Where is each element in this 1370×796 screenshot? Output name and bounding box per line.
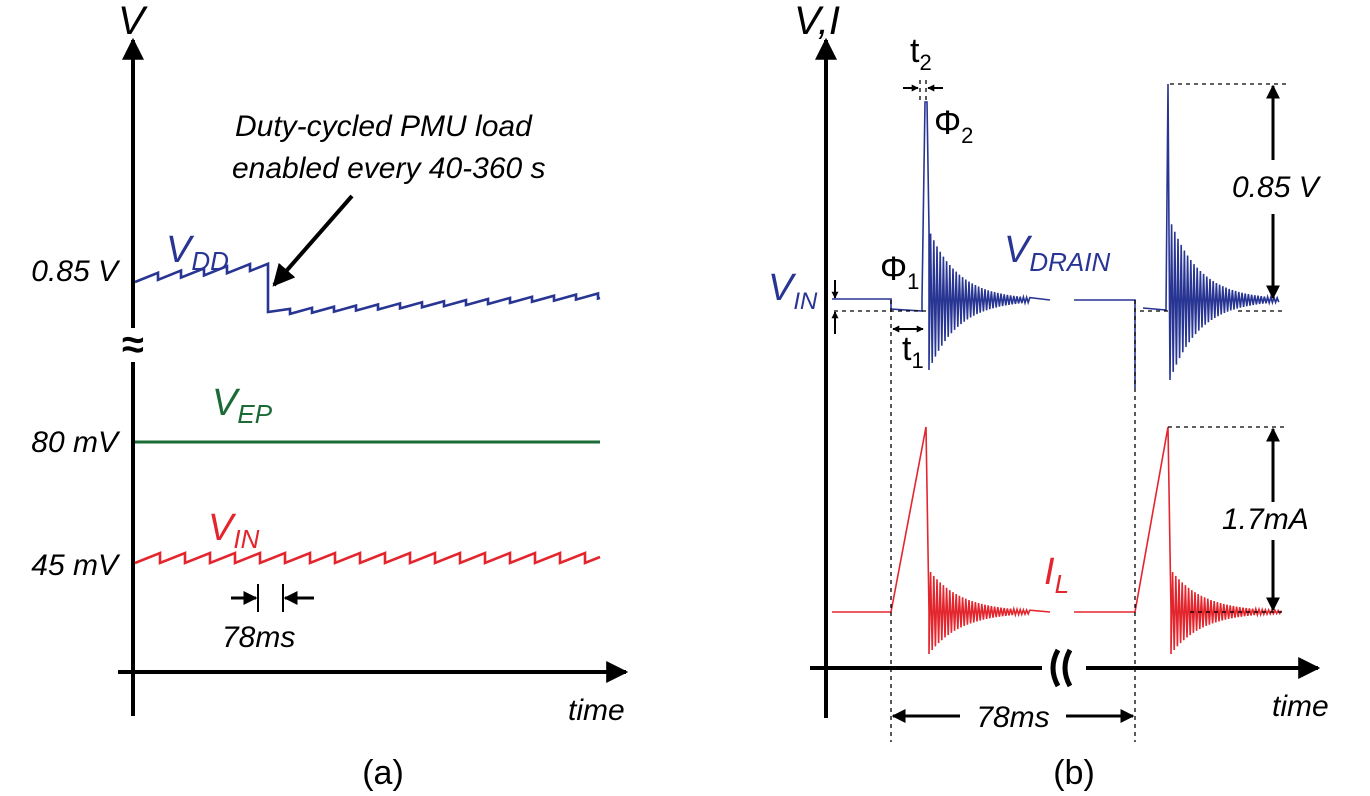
panel-b-caption: (b): [1053, 754, 1095, 792]
panel-b-x-axis-label: time: [1272, 690, 1329, 723]
vin-level-label-a: 45 mV: [31, 549, 121, 582]
panel-b-x-axis-break: [1050, 648, 1073, 688]
period-label-b: 78ms: [976, 701, 1049, 734]
t2-label: t2: [910, 32, 932, 75]
il-trace-label: IL: [1044, 551, 1069, 599]
panel-b-y-axis-label: V,I: [794, 0, 840, 43]
panel-a: ≈ V time (a) 0.85 V 80 mV 45 mV VDD VEP …: [31, 0, 629, 792]
vdrain-trace-label: VDRAIN: [1004, 229, 1110, 277]
il-waveform: [832, 426, 1283, 655]
vdrain-waveform: [832, 83, 1280, 388]
vdd-trace-label: VDD: [166, 229, 229, 276]
guide-lines: [834, 80, 1286, 742]
load-annotation-line2: enabled every 40-360 s: [232, 152, 546, 185]
load-annotation-line1: Duty-cycled PMU load: [235, 110, 533, 143]
panel-a-x-axis-label: time: [568, 694, 625, 727]
vin-trace-label-a: VIN: [208, 507, 260, 554]
voltage-span-label: 0.85 V: [1232, 171, 1322, 204]
vin-waveform-a: [134, 551, 601, 565]
panel-b: V,I time (b) 0.85 V 1.7mA: [768, 0, 1329, 792]
vdd-waveform: [134, 261, 601, 316]
panel-a-caption: (a): [362, 754, 404, 792]
load-annotation-arrow: [272, 194, 354, 287]
vin-trace-label-b: VIN: [768, 267, 818, 315]
t1-label: t1: [902, 330, 924, 373]
panel-a-axis-break: ≈: [122, 323, 144, 367]
phi2-label: Φ2: [934, 104, 973, 148]
vdd-level-label: 0.85 V: [31, 255, 121, 288]
vep-trace-label: VEP: [212, 382, 273, 429]
phi1-label: Φ1: [880, 250, 919, 294]
current-span-label: 1.7mA: [1222, 503, 1309, 536]
period-label-a: 78ms: [222, 621, 295, 654]
vep-level-label: 80 mV: [31, 426, 121, 459]
panel-a-y-axis-label: V: [118, 0, 148, 43]
